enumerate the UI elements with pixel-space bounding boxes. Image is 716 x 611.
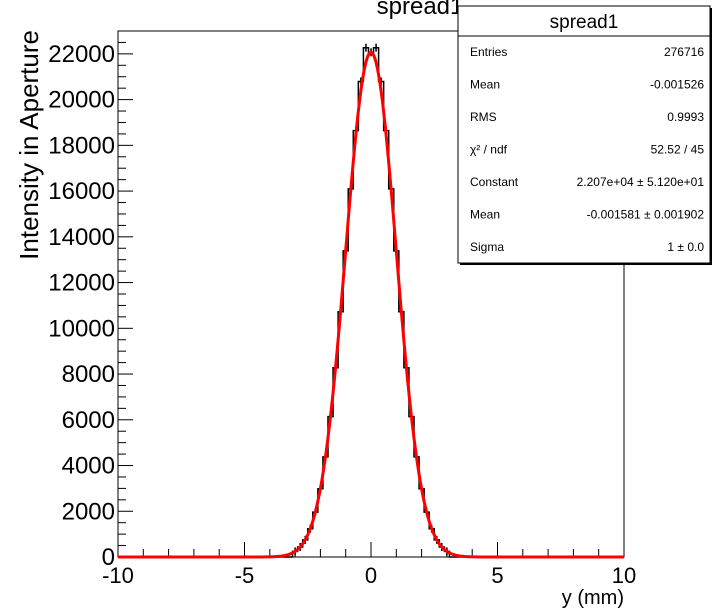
tick-labels: -10 -5 0 5 10 0 2000 4000 6000 8000 10000 12000 1400… <box>48 41 636 588</box>
y-tick-label: 12000 <box>48 270 115 297</box>
y-tick-label: 20000 <box>48 87 115 114</box>
stats-row-value: -0.001526 <box>650 78 704 92</box>
stats-row-value: 52.52 / 45 <box>651 143 705 157</box>
x-tick-label: 5 <box>491 563 503 588</box>
x-tick-label: 0 <box>365 563 377 588</box>
fit-curve <box>118 50 624 559</box>
y-axis-title: Intensity in Aperture <box>14 30 44 260</box>
y-tick-label: 18000 <box>48 132 115 159</box>
stats-box-frame <box>457 5 711 264</box>
y-tick-label: 14000 <box>48 224 115 251</box>
y-tick-label: 2000 <box>62 498 115 525</box>
stats-row-label: RMS <box>470 110 497 124</box>
x-tick-label: -10 <box>102 563 134 588</box>
x-tick-label: 10 <box>612 563 636 588</box>
stats-row-label: Entries <box>470 45 507 59</box>
y-tick-label: 22000 <box>48 41 115 68</box>
stats-row-value: 2.207e+04 ± 5.120e+01 <box>577 175 705 189</box>
chart-title: spread1 <box>377 0 464 20</box>
stats-row-value: 1 ± 0.0 <box>667 240 704 254</box>
y-tick-label: 0 <box>102 544 115 571</box>
stats-row-value: 276716 <box>664 45 704 59</box>
stats-row-label: χ² / ndf <box>470 143 508 157</box>
y-tick-label: 4000 <box>62 453 115 480</box>
chart-title-group: spread1 <box>377 0 464 20</box>
stats-row-label: Mean <box>470 207 500 221</box>
stats-box: spread1 Entries 276716 Mean -0.001526 RMS 0.99… <box>457 5 712 265</box>
y-tick-label: 8000 <box>62 361 115 388</box>
y-tick-label: 16000 <box>48 178 115 205</box>
stats-row-value: -0.001581 ± 0.001902 <box>587 207 705 221</box>
y-tick-label: 6000 <box>62 407 115 434</box>
stats-row-label: Sigma <box>470 240 504 254</box>
stats-row-value: 0.9993 <box>667 110 704 124</box>
stats-row-label: Constant <box>470 175 519 189</box>
gaussian-fit-curve <box>118 50 624 559</box>
stats-row-label: Mean <box>470 78 500 92</box>
x-tick-label: -5 <box>235 563 255 588</box>
x-axis-title: y (mm) <box>562 587 624 609</box>
y-tick-label: 10000 <box>48 315 115 342</box>
stats-box-title: spread1 <box>550 12 619 33</box>
axis-ticks <box>117 41 625 558</box>
